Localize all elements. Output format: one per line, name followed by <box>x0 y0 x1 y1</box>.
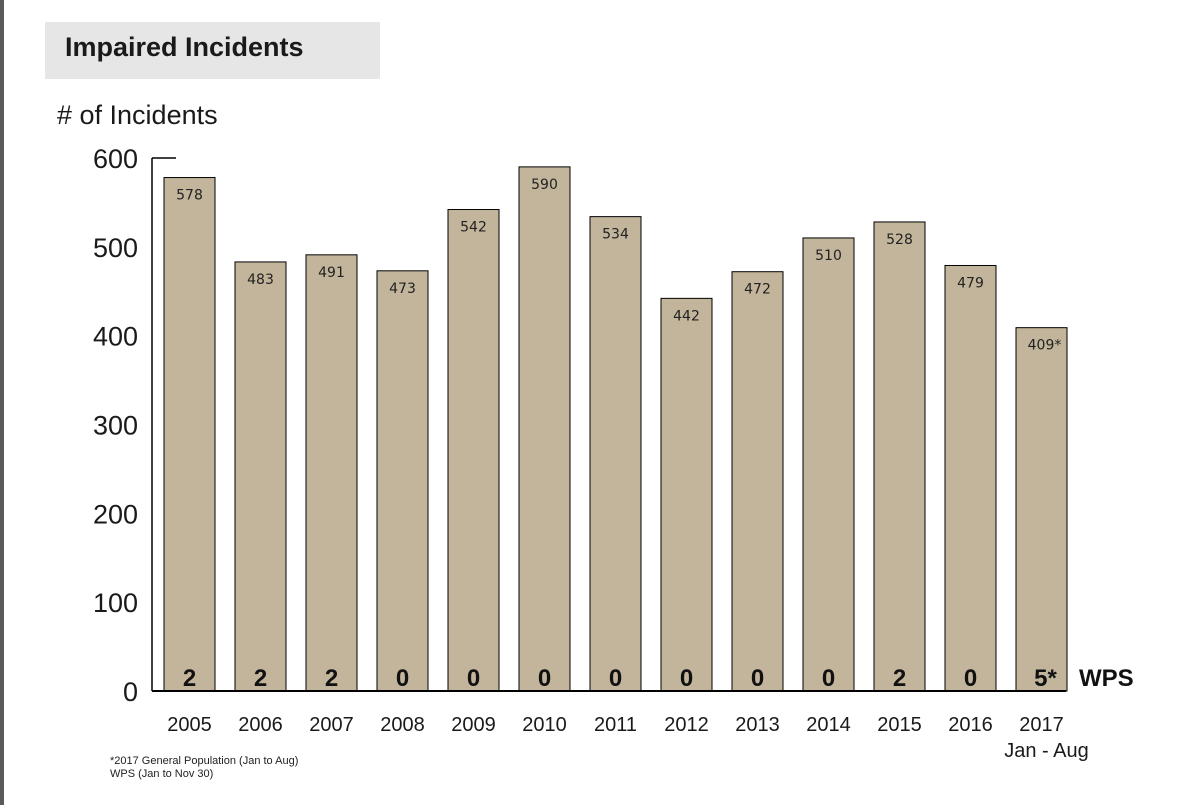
bar-2005 <box>163 177 216 692</box>
footnote-1: *2017 General Population (Jan to Aug) <box>110 755 299 767</box>
x-tick-label-2017: 2017 <box>1019 714 1064 736</box>
wps-count-2015: 2 <box>893 665 906 692</box>
x-tick-label-2010: 2010 <box>522 714 567 736</box>
bar-value-label-2017: 409* <box>1028 338 1062 354</box>
bar-2017 <box>1015 327 1068 692</box>
wps-count-2007: 2 <box>325 665 338 692</box>
bar-2012 <box>660 297 713 692</box>
x-tick-label-2008: 2008 <box>380 714 425 736</box>
bar-value-label-2013: 472 <box>744 282 771 298</box>
x-tick-label-2006: 2006 <box>238 714 283 736</box>
x-tick-label-2005: 2005 <box>167 714 212 736</box>
bar-value-label-2015: 528 <box>886 232 913 248</box>
wps-count-2016: 0 <box>964 665 977 692</box>
bar-value-label-2009: 542 <box>460 220 487 236</box>
y-axis-label: # of Incidents <box>57 100 218 130</box>
wps-count-2012: 0 <box>680 665 693 692</box>
x-tick-label-2011: 2011 <box>594 714 637 736</box>
footnote-2: WPS (Jan to Nov 30) <box>110 768 214 780</box>
x-tick-label-2012: 2012 <box>664 714 709 736</box>
bar-value-label-2011: 534 <box>602 227 629 243</box>
wps-count-2008: 0 <box>396 665 409 692</box>
wps-count-2014: 0 <box>822 665 835 692</box>
x-tick-label-2009: 2009 <box>451 714 496 736</box>
y-tick-label-100: 100 <box>93 588 138 618</box>
bar-2008 <box>376 270 429 692</box>
wps-count-2006: 2 <box>254 665 267 692</box>
bar-2010 <box>518 166 571 692</box>
x-tick-label-2007: 2007 <box>309 714 354 736</box>
wps-count-2010: 0 <box>538 665 551 692</box>
wps-series-label: WPS <box>1079 665 1134 692</box>
bar-2013 <box>731 271 784 692</box>
bar-value-label-2012: 442 <box>673 308 700 324</box>
y-tick-label-400: 400 <box>93 322 138 352</box>
x-tick-label-2016: 2016 <box>948 714 993 736</box>
bar-2011 <box>589 216 642 692</box>
chart-title: Impaired Incidents <box>65 32 304 62</box>
page-left-border <box>0 0 4 805</box>
bar-2014 <box>802 237 855 692</box>
wps-count-2009: 0 <box>467 665 480 692</box>
y-tick-label-600: 600 <box>93 144 138 174</box>
chart-title-box: Impaired Incidents <box>45 22 380 79</box>
x-tick-label-2014: 2014 <box>806 714 851 736</box>
bar-2006 <box>234 261 287 692</box>
y-tick-label-0: 0 <box>123 677 138 707</box>
x-tick-label-2015: 2015 <box>877 714 922 736</box>
bar-2016 <box>944 264 997 692</box>
bar-value-label-2005: 578 <box>176 188 203 204</box>
wps-count-2011: 0 <box>609 665 622 692</box>
bar-2009 <box>447 209 500 692</box>
wps-count-2005: 2 <box>183 665 196 692</box>
x-tick-label-2013: 2013 <box>735 714 780 736</box>
bar-value-label-2008: 473 <box>389 281 416 297</box>
bar-value-label-2010: 590 <box>531 177 558 193</box>
bar-value-label-2016: 479 <box>957 275 984 291</box>
bar-value-label-2006: 483 <box>247 272 274 288</box>
footnotes: *2017 General Population (Jan to Aug) WP… <box>110 755 298 781</box>
y-tick-label-200: 200 <box>93 499 138 529</box>
x-tick-sublabel-2017: Jan - Aug <box>1004 740 1089 762</box>
bar-value-label-2014: 510 <box>815 248 842 264</box>
bar-2007 <box>305 254 358 692</box>
y-tick-label-300: 300 <box>93 411 138 441</box>
y-tick-label-500: 500 <box>93 233 138 263</box>
bar-2015 <box>873 221 926 692</box>
wps-count-2017: 5* <box>1034 665 1057 692</box>
bar-value-label-2007: 491 <box>318 265 345 281</box>
wps-count-2013: 0 <box>751 665 764 692</box>
